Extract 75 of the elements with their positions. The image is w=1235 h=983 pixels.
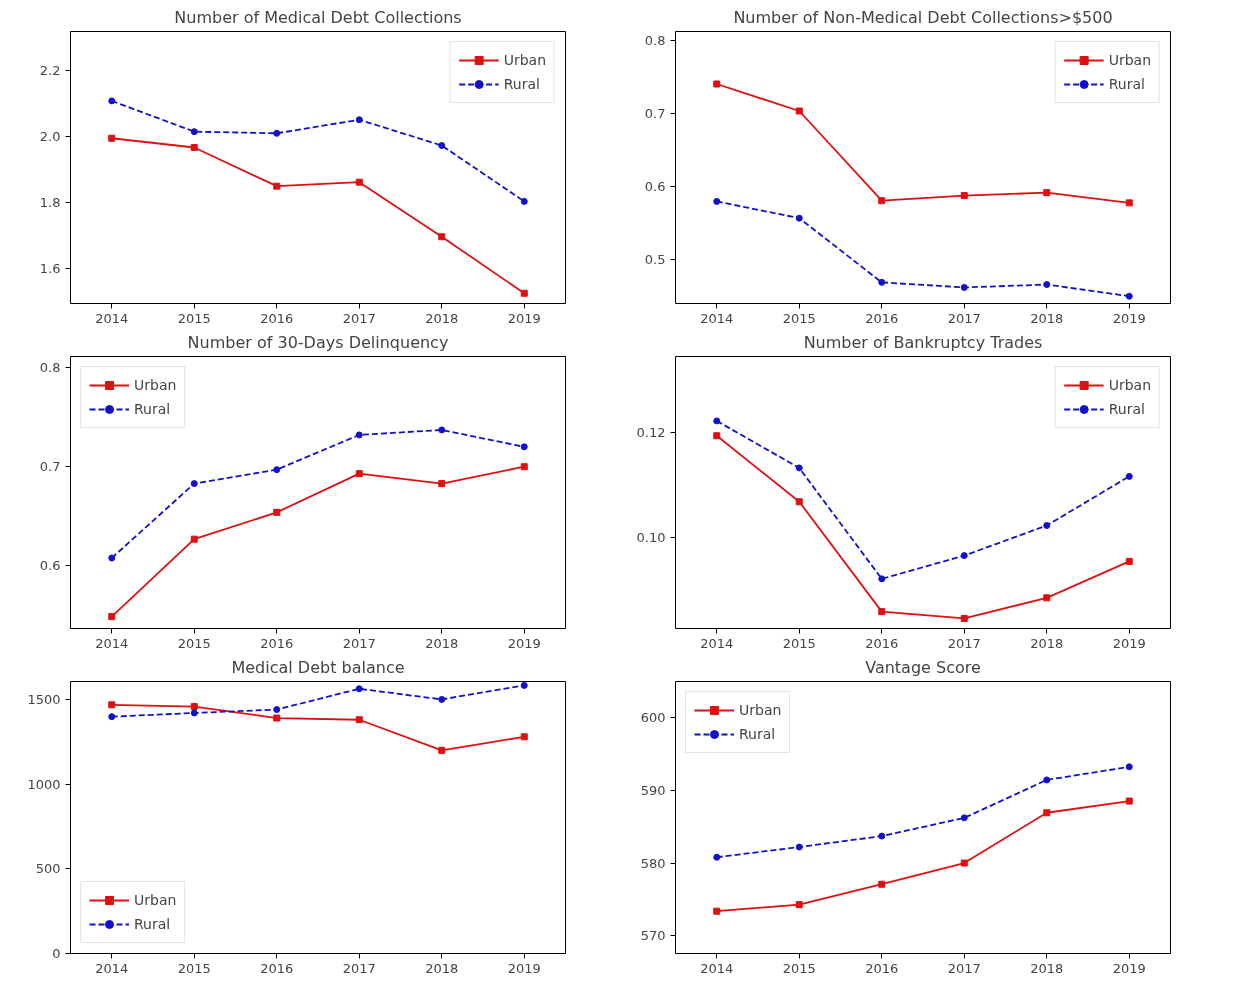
chart-title: Vantage Score — [865, 657, 981, 677]
y-tick-label: 1.6 — [39, 261, 61, 277]
legend-label: Urban — [503, 52, 546, 68]
x-tick-label: 2015 — [782, 635, 816, 651]
y-tick-label: 590 — [640, 782, 666, 798]
legend-label: Urban — [739, 702, 782, 718]
y-tick-label: 570 — [640, 928, 666, 944]
y-tick-label: 0.7 — [644, 106, 666, 122]
x-tick-label: 2019 — [1112, 635, 1146, 651]
legend-label: Urban — [1108, 377, 1151, 393]
chart-title: Number of 30-Days Delinquency — [187, 332, 449, 352]
x-tick-label: 2018 — [425, 310, 459, 326]
x-tick-label: 2017 — [947, 310, 981, 326]
y-tick-label: 0.10 — [636, 530, 666, 546]
x-tick-label: 2015 — [177, 310, 211, 326]
x-tick-label: 2016 — [865, 960, 899, 976]
x-tick-label: 2014 — [95, 310, 129, 326]
y-tick-label: 0.5 — [644, 252, 666, 268]
chart-title: Number of Bankruptcy Trades — [803, 332, 1043, 352]
y-tick-label: 0.8 — [644, 33, 666, 49]
x-tick-label: 2019 — [507, 960, 541, 976]
x-tick-label: 2017 — [947, 635, 981, 651]
x-tick-label: 2018 — [1030, 960, 1064, 976]
y-tick-label: 0 — [52, 946, 61, 961]
x-tick-label: 2019 — [507, 310, 541, 326]
x-tick-label: 2018 — [1030, 635, 1064, 651]
y-tick-label: 580 — [640, 855, 666, 871]
x-tick-label: 2015 — [782, 960, 816, 976]
x-tick-label: 2015 — [177, 635, 211, 651]
x-tick-label: 2014 — [700, 310, 734, 326]
y-tick-label: 500 — [35, 861, 61, 877]
y-tick-label: 2.0 — [39, 129, 61, 145]
y-tick-label: 1.8 — [39, 195, 61, 211]
legend-label: Rural — [1108, 76, 1145, 92]
x-tick-label: 2018 — [425, 635, 459, 651]
y-tick-label: 1500 — [27, 692, 61, 708]
x-tick-label: 2015 — [177, 960, 211, 976]
x-tick-label: 2015 — [782, 310, 816, 326]
x-tick-label: 2019 — [1112, 960, 1146, 976]
y-tick-label: 0.12 — [636, 424, 666, 440]
legend-label: Rural — [503, 76, 540, 92]
x-tick-label: 2018 — [1030, 310, 1064, 326]
y-tick-label: 0.8 — [39, 359, 61, 375]
y-tick-label: 0.6 — [39, 558, 61, 574]
chart-title: Medical Debt balance — [231, 657, 405, 677]
legend-label: Rural — [134, 916, 171, 932]
x-tick-label: 2019 — [507, 635, 541, 651]
x-tick-label: 2016 — [260, 960, 294, 976]
legend-label: Urban — [1108, 52, 1151, 68]
y-tick-label: 0.6 — [644, 179, 666, 195]
x-tick-label: 2017 — [947, 960, 981, 976]
legend-label: Urban — [134, 377, 177, 393]
x-tick-label: 2019 — [1112, 310, 1146, 326]
x-tick-label: 2017 — [342, 310, 376, 326]
x-tick-label: 2014 — [95, 960, 129, 976]
y-tick-label: 2.2 — [39, 63, 61, 78]
x-tick-label: 2014 — [700, 635, 734, 651]
legend-label: Rural — [134, 401, 171, 417]
x-tick-label: 2016 — [865, 635, 899, 651]
x-tick-label: 2017 — [342, 635, 376, 651]
y-tick-label: 0.7 — [39, 459, 61, 475]
y-tick-label: 600 — [640, 709, 666, 725]
x-tick-label: 2016 — [260, 310, 294, 326]
x-tick-label: 2016 — [865, 310, 899, 326]
y-tick-label: 1000 — [27, 776, 61, 792]
x-tick-label: 2014 — [95, 635, 129, 651]
x-tick-label: 2016 — [260, 635, 294, 651]
x-tick-label: 2017 — [342, 960, 376, 976]
chart-title: Number of Medical Debt Collections — [174, 7, 462, 27]
legend-label: Urban — [134, 892, 177, 908]
legend-label: Rural — [739, 726, 776, 742]
x-tick-label: 2014 — [700, 960, 734, 976]
legend-label: Rural — [1108, 401, 1145, 417]
chart-title: Number of Non-Medical Debt Collections>$500 — [733, 7, 1113, 27]
x-tick-label: 2018 — [425, 960, 459, 976]
